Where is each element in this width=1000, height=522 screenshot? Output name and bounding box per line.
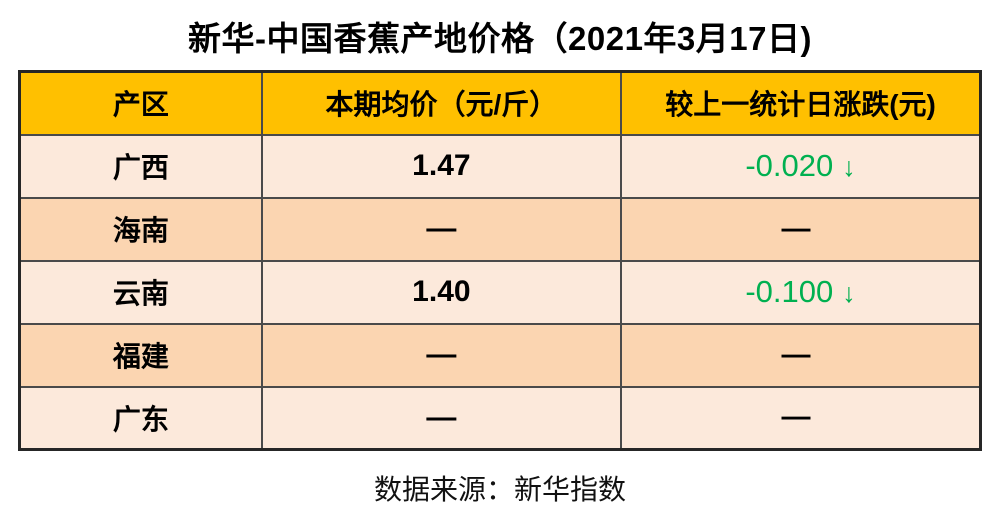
region-cell: 云南 [18,259,263,325]
change-value: — [781,212,811,245]
down-arrow-icon: ↓ [842,278,856,308]
region-cell: 广西 [18,133,263,199]
table-row: 广西 1.47 -0.020 ↓ [18,133,982,199]
change-value: -0.020 [745,148,834,183]
page-title: 新华-中国香蕉产地价格（2021年3月17日) [188,20,812,57]
price-cell: — [260,196,623,262]
banana-price-table: 产区 本期均价（元/斤） 较上一统计日涨跌(元) 广西 1.47 -0.020 ↓… [18,70,982,451]
column-header-region: 产区 [18,70,263,136]
change-cell: -0.020 ↓ [620,133,982,199]
region-cell: 福建 [18,322,263,388]
table-row: 福建 — — [18,322,982,388]
table-row: 广东 — — [18,385,982,451]
price-cell: — [260,385,623,451]
down-arrow-icon: ↓ [842,152,856,182]
region-cell: 广东 [18,385,263,451]
region-cell: 海南 [18,196,263,262]
change-value: -0.100 [745,274,834,309]
table-row: 海南 — — [18,196,982,262]
change-value: — [781,401,811,434]
change-cell: — [620,196,982,262]
change-cell: — [620,322,982,388]
price-cell: — [260,322,623,388]
table-row: 云南 1.40 -0.100 ↓ [18,259,982,325]
header-row: 产区 本期均价（元/斤） 较上一统计日涨跌(元) [18,70,982,136]
change-cell: -0.100 ↓ [620,259,982,325]
column-header-change: 较上一统计日涨跌(元) [620,70,982,136]
change-value: — [781,338,811,371]
change-cell: — [620,385,982,451]
column-header-price: 本期均价（元/斤） [260,70,623,136]
price-cell: 1.47 [260,133,623,199]
data-source-note: 数据来源：新华指数 [373,474,626,505]
price-cell: 1.40 [260,259,623,325]
